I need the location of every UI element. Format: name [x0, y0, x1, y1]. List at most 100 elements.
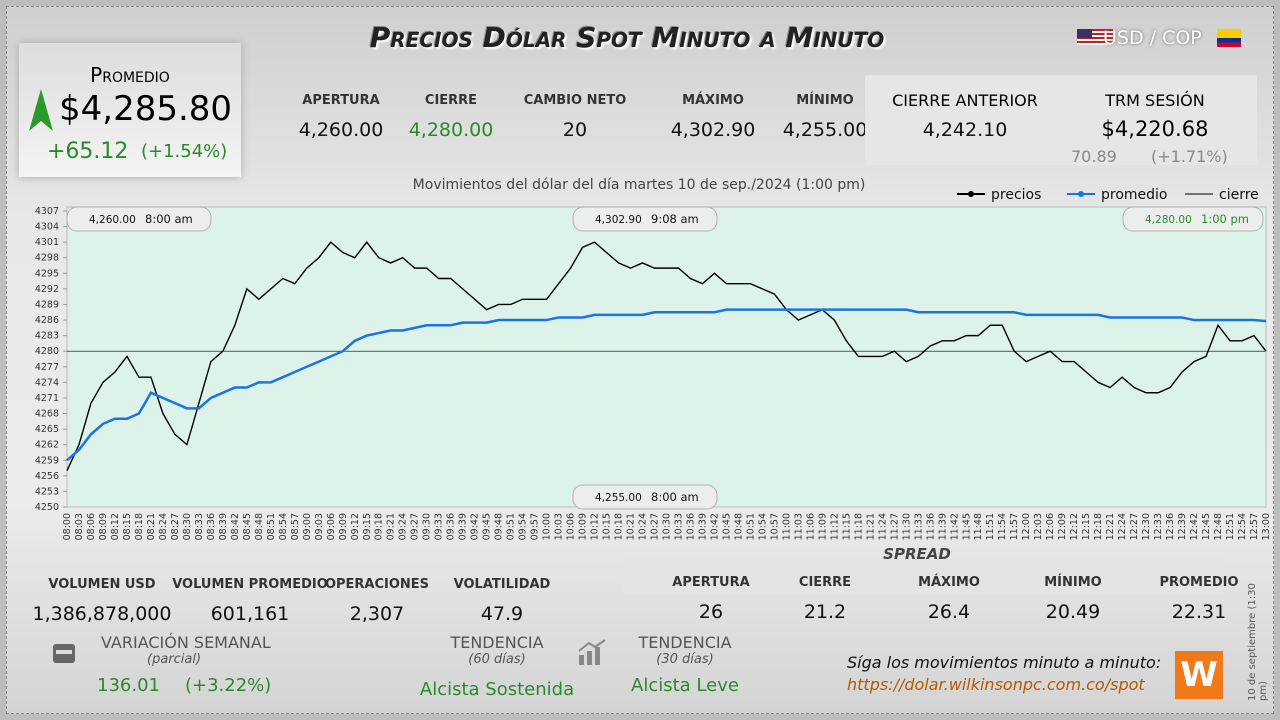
y-tick-label: 4286: [35, 315, 59, 326]
x-tick-label: 08:15: [122, 513, 133, 540]
annotation-time: 1:00 pm: [1201, 212, 1249, 226]
x-tick-label: 09:33: [434, 513, 445, 540]
trend-note: (30 días): [656, 652, 714, 667]
x-tick-label: 11:03: [793, 513, 804, 540]
x-tick-label: 10:39: [697, 513, 708, 540]
stat-value: 2,307: [349, 603, 405, 625]
x-tick-label: 12:18: [1093, 513, 1104, 540]
stat-value: 4,260.00: [298, 119, 384, 141]
x-tick-label: 08:54: [278, 513, 289, 540]
x-tick-label: 08:39: [218, 513, 229, 540]
x-tick-label: 12:42: [1189, 513, 1200, 540]
x-tick-label: 08:57: [290, 513, 301, 540]
x-tick-label: 08:21: [146, 513, 157, 540]
x-tick-label: 10:42: [709, 513, 720, 540]
x-tick-label: 09:15: [362, 513, 373, 540]
x-tick-label: 08:51: [266, 513, 277, 540]
x-tick-label: 09:24: [398, 513, 409, 540]
annotation-time: 8:00 am: [145, 212, 193, 226]
x-tick-label: 08:45: [242, 513, 253, 540]
stat-value: 4,280.00: [408, 119, 494, 141]
x-tick-label: 10:06: [566, 513, 577, 540]
x-tick-label: 09:36: [446, 513, 457, 540]
x-tick-label: 10:30: [662, 513, 673, 540]
stat-label: MÁXIMO: [918, 575, 980, 590]
x-tick-label: 09:39: [458, 513, 469, 540]
annotation-value: 4,302.90: [595, 214, 642, 226]
x-tick-label: 10:24: [638, 513, 649, 540]
trm-pct: (+1.71%): [1151, 147, 1228, 166]
x-tick-label: 10:21: [626, 513, 637, 540]
x-tick-label: 12:06: [1045, 513, 1056, 540]
annotation-time: 8:00 am: [651, 490, 699, 504]
stat-value: 601,161: [210, 603, 290, 625]
weekly-note: (parcial): [147, 652, 202, 667]
trend-note: (60 días): [468, 652, 526, 667]
y-tick-label: 4304: [35, 222, 59, 233]
stat-label: MÍNIMO: [796, 93, 854, 108]
annotation-time: 9:08 am: [651, 212, 699, 226]
x-tick-label: 12:09: [1057, 513, 1068, 540]
stat-value: 20.49: [1045, 601, 1101, 623]
x-tick-label: 11:15: [841, 513, 852, 540]
close-value: 4,242.10: [922, 119, 1008, 141]
weekly-pct: (+3.22%): [185, 675, 272, 696]
stat-label: MÁXIMO: [682, 93, 744, 108]
stat-value: 1,386,878,000: [32, 603, 172, 625]
x-tick-label: 11:33: [913, 513, 924, 540]
x-tick-label: 09:45: [482, 513, 493, 540]
trm-value: $4,220.68: [1101, 117, 1209, 141]
trend-icon: [578, 639, 606, 665]
trend-label: TENDENCIA: [450, 633, 544, 652]
spread-title: SPREAD: [883, 545, 951, 563]
y-tick-label: 4283: [35, 331, 59, 342]
footer-invite: Síga los movimientos minuto a minuto:: [847, 653, 1162, 672]
stats: APERTURA 4,260.00 CIERRE 4,280.00 CAMBIO NET…: [257, 87, 868, 147]
annotation-value: 4,260.00: [89, 214, 136, 226]
legend-label: promedio: [1101, 187, 1168, 203]
x-tick-label: 10:57: [769, 513, 780, 540]
trm-change: 70.89: [1071, 147, 1117, 166]
weekly-label: VARIACIÓN SEMANAL: [101, 633, 271, 652]
x-tick-label: 10:03: [554, 513, 565, 540]
x-tick-label: 11:06: [805, 513, 816, 540]
x-tick-label: 08:12: [110, 513, 121, 540]
logo: W: [1175, 651, 1223, 699]
annotation-box: [572, 484, 718, 510]
footer-url[interactable]: https://dolar.wilkinsonpc.com.co/spot: [847, 675, 1145, 694]
x-tick-label: 10:54: [757, 513, 768, 540]
x-tick-label: 11:30: [901, 513, 912, 540]
x-tick-label: 11:27: [889, 513, 900, 540]
y-tick-label: 4256: [35, 471, 59, 482]
stat-label: MÍNIMO: [1044, 575, 1102, 590]
stat-label: APERTURA: [672, 575, 750, 590]
x-tick-label: 09:54: [518, 513, 529, 540]
stat-value: 26: [698, 601, 724, 623]
stat-label: CIERRE: [424, 93, 478, 108]
x-tick-label: 11:57: [1009, 513, 1020, 540]
x-tick-label: 08:33: [194, 513, 205, 540]
stat-label: APERTURA: [302, 93, 380, 108]
x-tick-label: 09:27: [410, 513, 421, 540]
x-tick-label: 09:48: [494, 513, 505, 540]
x-tick-label: 12:45: [1201, 513, 1212, 540]
x-tick-label: 11:36: [925, 513, 936, 540]
y-tick-label: 4271: [35, 393, 59, 404]
trend-value: Alcista Sostenida: [419, 679, 575, 700]
flag-co: [1217, 29, 1241, 47]
x-tick-label: 08:30: [182, 513, 193, 540]
x-tick-label: 11:42: [949, 513, 960, 540]
chart-title: Movimientos del dólar del día martes 10 …: [413, 177, 866, 193]
y-tick-label: 4274: [35, 377, 59, 388]
x-tick-label: 09:57: [530, 513, 541, 540]
x-tick-label: 12:48: [1213, 513, 1224, 540]
x-tick-label: 11:21: [865, 513, 876, 540]
average-label: Promedio: [90, 63, 170, 87]
x-tick-label: 10:15: [602, 513, 613, 540]
x-tick-label: 12:39: [1177, 513, 1188, 540]
trend-value: Alcista Leve: [631, 675, 739, 696]
stat-label: OPERACIONES: [324, 577, 430, 592]
x-tick-label: 08:06: [86, 513, 97, 540]
x-tick-label: 09:00: [302, 513, 313, 540]
